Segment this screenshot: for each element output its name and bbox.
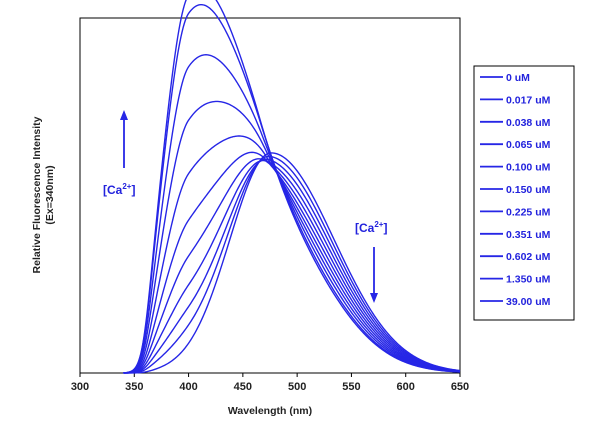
down-annotation-label: [Ca2+] xyxy=(355,220,387,235)
spectrum-line-10 xyxy=(123,0,461,374)
spectrum-line-7 xyxy=(123,100,461,374)
x-tick-label: 650 xyxy=(451,381,469,393)
spectra-lines xyxy=(123,0,461,374)
legend-label: 39.00 uM xyxy=(506,296,551,308)
decrease-annotation: [Ca2+] xyxy=(355,220,387,303)
x-tick-label: 300 xyxy=(71,381,89,393)
y-axis-subtitle: (Ex=340nm) xyxy=(44,165,56,224)
legend-label: 0.225 uM xyxy=(506,206,551,218)
x-tick-label: 450 xyxy=(234,381,252,393)
legend-label: 0 uM xyxy=(506,72,530,84)
legend-label: 1.350 uM xyxy=(506,274,551,286)
x-tick-label: 500 xyxy=(288,381,306,393)
legend-label: 0.065 uM xyxy=(506,139,551,151)
legend-label: 0.038 uM xyxy=(506,117,551,129)
spectrum-line-5 xyxy=(123,151,461,374)
x-axis: 300 350 400 450 500 550 600 650 xyxy=(71,373,469,393)
spectrum-line-4 xyxy=(123,158,461,374)
legend-label: 0.100 uM xyxy=(506,162,551,174)
up-arrowhead-icon xyxy=(120,110,128,120)
legend-label: 0.017 uM xyxy=(506,94,551,106)
legend: 0 uM 0.017 uM 0.038 uM 0.065 uM 0.100 uM 0.15… xyxy=(480,72,551,308)
x-tick-label: 400 xyxy=(179,381,197,393)
x-tick-label: 600 xyxy=(397,381,415,393)
up-annotation-label: [Ca2+] xyxy=(103,182,135,197)
legend-label: 0.150 uM xyxy=(506,184,551,196)
y-axis-title: Relative Fluorescence Intensity xyxy=(31,116,43,273)
plot-area-frame xyxy=(79,17,461,374)
legend-label: 0.351 uM xyxy=(506,229,551,241)
spectrum-line-0 xyxy=(123,152,461,374)
x-tick-label: 350 xyxy=(125,381,143,393)
spectrum-line-8 xyxy=(123,54,461,374)
spectrum-line-3 xyxy=(123,159,461,374)
spectrum-line-2 xyxy=(123,158,461,374)
down-arrowhead-icon xyxy=(370,293,378,303)
spectrum-line-6 xyxy=(123,135,461,374)
increase-annotation: [Ca2+] xyxy=(103,110,135,197)
legend-label: 0.602 uM xyxy=(506,251,551,263)
x-axis-title: Wavelength (nm) xyxy=(228,405,312,417)
spectrum-line-1 xyxy=(123,155,461,374)
x-tick-label: 550 xyxy=(342,381,360,393)
legend-box xyxy=(473,65,575,321)
